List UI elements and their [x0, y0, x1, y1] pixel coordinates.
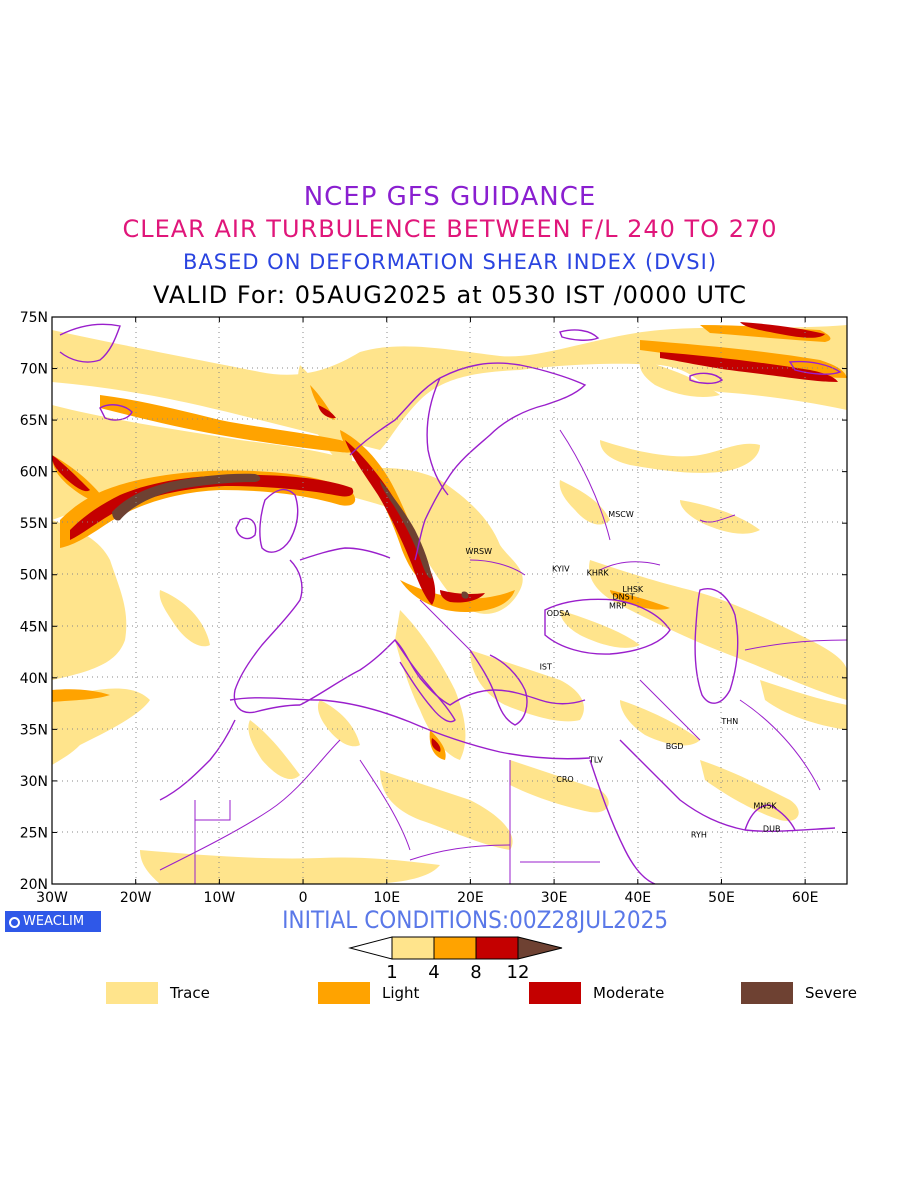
colorbar-trace	[391, 936, 435, 960]
coastlines	[59, 323, 847, 884]
colorbar-tick: 8	[470, 962, 481, 983]
lon-label: 10W	[204, 890, 236, 906]
city-label: TLV	[588, 755, 603, 764]
legend-swatch	[741, 982, 793, 1004]
axis-ticks	[51, 316, 847, 885]
city-label: IST	[540, 662, 552, 671]
colorbar-low-triangle	[348, 936, 393, 960]
legend-swatch	[106, 982, 158, 1004]
city-label: BGD	[666, 742, 684, 751]
lon-label: 0	[299, 890, 308, 906]
lat-label: 70N	[20, 362, 48, 378]
colorbar-severe-triangle	[517, 936, 563, 960]
colorbar-moderate	[475, 936, 519, 960]
lat-label: 25N	[20, 825, 48, 841]
valid-time: VALID For: 05AUG2025 at 0530 IST /0000 U…	[153, 281, 747, 309]
city-label: MSCW	[608, 510, 634, 519]
lon-label: 60E	[792, 890, 819, 906]
legend-label: Moderate	[593, 984, 665, 1002]
colorbar-light	[433, 936, 477, 960]
city-label: MRP	[609, 602, 626, 611]
title-line-3: BASED ON DEFORMATION SHEAR INDEX (DVSI)	[182, 250, 718, 274]
lat-label: 50N	[20, 568, 48, 584]
trace-areas	[52, 325, 847, 884]
lon-label: 30W	[36, 890, 68, 906]
lon-label: 20W	[120, 890, 152, 906]
map-frame	[51, 316, 848, 885]
weaclim-label: WEACLIM	[23, 914, 85, 929]
city-label: CRO	[556, 775, 573, 784]
colorbar: 1 4 8 12	[348, 936, 563, 983]
title-line-2: CLEAR AIR TURBULENCE BETWEEN F/L 240 TO …	[122, 215, 778, 243]
weaclim-logo-icon	[9, 917, 20, 928]
lon-label: 40E	[624, 890, 651, 906]
legend-swatch	[318, 982, 370, 1004]
city-label: LHSK	[622, 585, 644, 594]
lon-label: 10E	[373, 890, 400, 906]
city-label: KHRK	[587, 569, 610, 578]
lat-label: 20N	[20, 877, 48, 893]
longitude-labels: 30W 20W 10W 0 10E 20E 30E 40E 50E 60E	[36, 890, 818, 906]
colorbar-tick: 4	[428, 962, 439, 983]
latitude-labels: 75N 70N 65N 60N 55N 50N 45N 40N 35N 30N 25N 20N	[20, 310, 48, 893]
city-label: DNST	[613, 592, 635, 601]
legend-label: Severe	[805, 984, 857, 1002]
city-label: DUB	[763, 824, 781, 833]
lon-label: 30E	[541, 890, 568, 906]
legend-swatch	[529, 982, 581, 1004]
legend-label: Light	[382, 984, 420, 1002]
turbulence-field	[52, 322, 847, 884]
legend-label: Trace	[170, 984, 210, 1002]
lat-label: 55N	[20, 516, 48, 532]
city-label: RYH	[691, 831, 707, 840]
lat-label: 35N	[20, 722, 48, 738]
colorbar-tick: 12	[507, 962, 530, 983]
initial-conditions: INITIAL CONDITIONS:00Z28JUL2025	[282, 906, 669, 934]
lat-label: 45N	[20, 619, 48, 635]
city-label: ODSA	[547, 609, 571, 618]
title-line-1: NCEP GFS GUIDANCE	[303, 182, 597, 212]
weaclim-badge: WEACLIM	[5, 911, 101, 932]
lat-label: 75N	[20, 310, 48, 326]
lat-label: 60N	[20, 465, 48, 481]
lat-label: 40N	[20, 671, 48, 687]
severe-areas	[112, 473, 469, 599]
city-label: WRSW	[466, 547, 493, 556]
lon-label: 20E	[457, 890, 484, 906]
lat-label: 30N	[20, 774, 48, 790]
city-label: THN	[720, 717, 738, 726]
city-label: KYIV	[552, 565, 570, 574]
lon-label: 50E	[708, 890, 735, 906]
lat-label: 65N	[20, 413, 48, 429]
city-label: MNSK	[753, 802, 777, 811]
colorbar-tick: 1	[386, 962, 397, 983]
